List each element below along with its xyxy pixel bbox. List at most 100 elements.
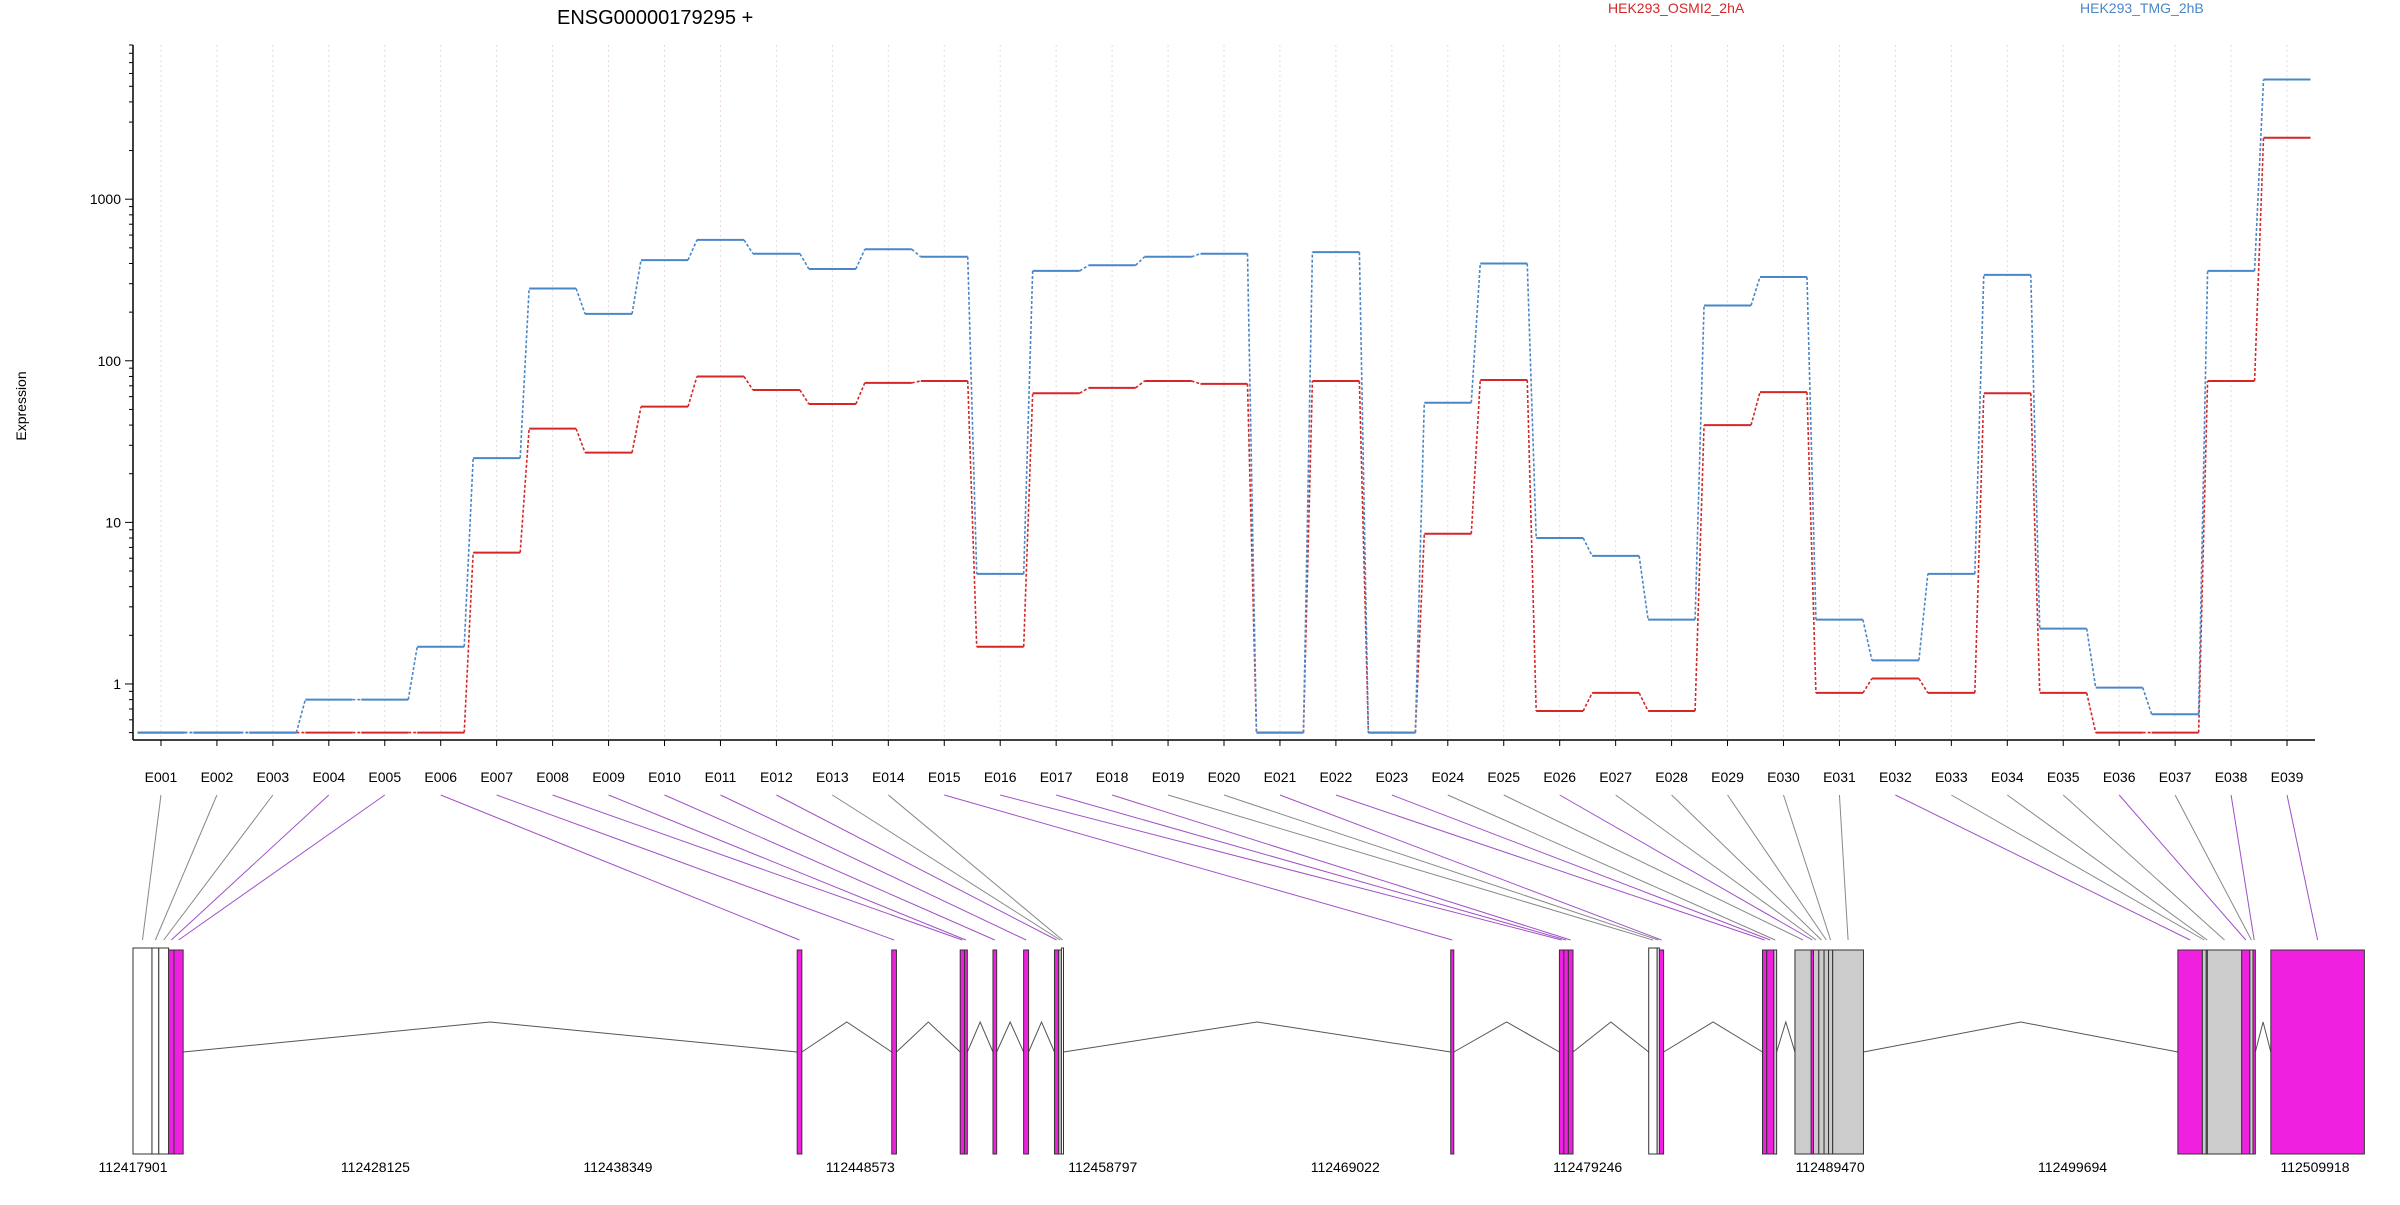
exon-box (1658, 949, 1665, 1155)
x-tick-label: E018 (1096, 769, 1129, 785)
exon-connector-line (1895, 794, 2191, 941)
exon-box (1823, 949, 1830, 1155)
data-connector (799, 253, 810, 270)
x-tick-label: E016 (984, 769, 1017, 785)
data-connector (2253, 137, 2265, 382)
x-tick-label: E012 (760, 769, 793, 785)
data-connector (463, 458, 474, 647)
data-connector (1918, 573, 1929, 661)
data-connector (1302, 252, 1314, 733)
data-connector (743, 376, 754, 391)
exon-box (1648, 947, 1658, 1155)
x-tick-label: E005 (368, 769, 401, 785)
axes: 1 10 100 1000 E001 E002 E003 E004 E005 E006 E007 E0… (90, 44, 2315, 785)
data-connector (1974, 274, 1985, 574)
data-connector (1526, 380, 1537, 712)
x-tick-label: E037 (2159, 769, 2192, 785)
data-connector (1806, 276, 1817, 620)
coordinate-label: 112489470 (1796, 1159, 1865, 1175)
exon-box (1567, 949, 1574, 1155)
x-tick-label: E026 (1543, 769, 1576, 785)
exon-box (992, 949, 998, 1155)
exon-connector-line (2006, 794, 2208, 941)
exon-connector-line (496, 794, 895, 941)
data-connector (295, 699, 307, 733)
exon-connector-line (1447, 794, 1776, 941)
x-tick-label: E039 (2271, 769, 2304, 785)
data-connector (575, 428, 586, 453)
data-connector (1694, 305, 1705, 620)
y-tick-label: 100 (98, 353, 122, 369)
data-connector (1750, 391, 1761, 426)
data-connector (1079, 264, 1090, 272)
y-tick-label: 1 (113, 676, 121, 692)
x-tick-label: E029 (1711, 769, 1744, 785)
data-connector (1582, 537, 1593, 557)
chart-title: ENSG00000179295 + (557, 7, 753, 29)
x-tick-label: E009 (592, 769, 625, 785)
exon-connector-line (1503, 794, 1804, 941)
data-connector (1638, 555, 1649, 620)
data-connector (1022, 393, 1034, 647)
coordinate-label: 112428125 (341, 1159, 410, 1175)
exon-connector-line (440, 794, 800, 941)
exon-connector-line (1000, 794, 1562, 941)
x-tick-label: E032 (1879, 769, 1912, 785)
data-connector (1582, 692, 1593, 712)
series-2 (137, 78, 2311, 734)
data-connector (1246, 253, 1258, 733)
data-connector (743, 239, 754, 255)
data-connector (1918, 678, 1929, 694)
series-layer (137, 78, 2311, 734)
exon-connector-line (832, 794, 1061, 941)
exon-box (151, 947, 160, 1155)
intron-line (1863, 1021, 2178, 1053)
data-connector (519, 288, 530, 459)
exon-box (1828, 949, 1834, 1155)
exon-connector-line (2174, 794, 2252, 941)
data-connector (1302, 380, 1314, 733)
x-tick-label: E028 (1655, 769, 1688, 785)
exon-connector-line (1727, 794, 1827, 941)
exon-connector-line (1056, 794, 1567, 941)
intron-line (1663, 1021, 1763, 1053)
y-axis-label: Expression (13, 371, 29, 440)
intron-line (1453, 1021, 1560, 1053)
data-connector (1191, 380, 1201, 385)
coordinate-label: 112448573 (826, 1159, 895, 1175)
data-connector (687, 376, 698, 407)
coordinate-label: 112469022 (1311, 1159, 1380, 1175)
gridlines (160, 45, 2288, 740)
coordinate-label: 112417901 (98, 1159, 167, 1175)
intron-line (996, 1020, 1025, 1053)
data-connector (1135, 256, 1146, 266)
data-connector (1862, 678, 1873, 694)
data-connector (2029, 274, 2041, 629)
exon-connector-line (1391, 794, 1771, 941)
exon-connector-line (944, 794, 1453, 941)
exon-connector-line (664, 794, 996, 941)
x-tick-label: E002 (201, 769, 234, 785)
exon-connector-line (1838, 794, 1849, 941)
data-connector (966, 256, 978, 574)
exon-box (158, 947, 170, 1155)
exon-box (796, 949, 803, 1155)
exon-connector-line (1111, 794, 1571, 941)
exon-connector-line (154, 794, 218, 941)
x-tick-label: E035 (2047, 769, 2080, 785)
exon-box (2270, 949, 2365, 1155)
exon-box (1794, 949, 1812, 1155)
exon-box (1060, 947, 1064, 1155)
coordinate-label: 112458797 (1068, 1159, 1137, 1175)
y-tick-label: 10 (105, 514, 121, 530)
x-tick-label: E021 (1264, 769, 1297, 785)
exon-box (1813, 949, 1820, 1155)
data-connector (519, 428, 530, 553)
data-connector (1750, 276, 1761, 306)
data-connector (575, 288, 586, 315)
intron-line (1063, 1021, 1451, 1053)
data-connector (855, 248, 866, 270)
x-tick-label: E013 (816, 769, 849, 785)
exon-box (132, 947, 153, 1155)
